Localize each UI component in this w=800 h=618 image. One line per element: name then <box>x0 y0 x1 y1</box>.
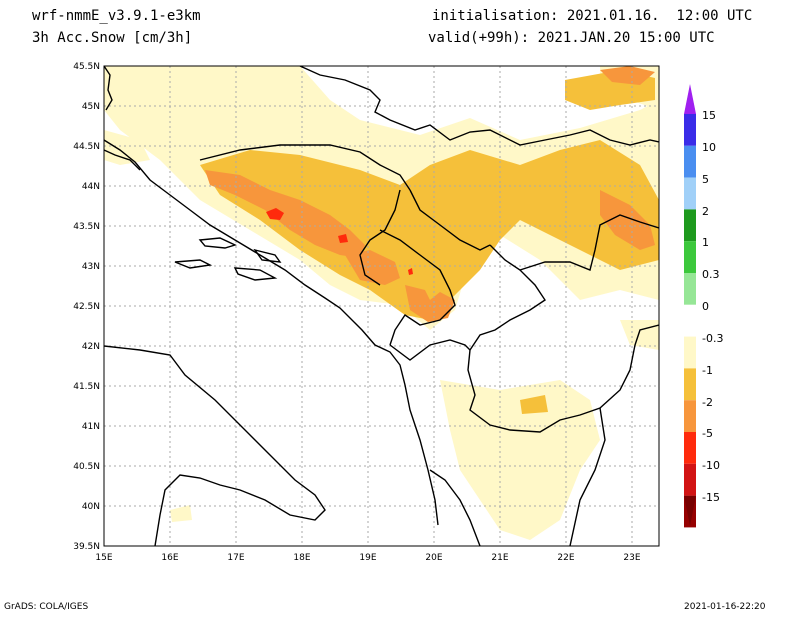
lat-label: 45.5N <box>73 62 100 72</box>
colorbar-box <box>684 432 696 464</box>
colorbar-box <box>684 177 696 210</box>
lon-label: 20E <box>425 553 442 563</box>
timestamp: 2021-01-16-22:20 <box>684 602 766 612</box>
lat-labels: 45.5N 45N 44.5N 44N 43.5N 43N 42.5N 42N … <box>73 62 100 552</box>
colorbar-box <box>684 145 696 178</box>
colorbar-box <box>684 368 696 401</box>
snow-field <box>104 66 659 540</box>
colorbar-label: 2 <box>702 205 709 218</box>
colorbar-label: -5 <box>702 427 713 440</box>
colorbar-label: -0.3 <box>702 332 723 345</box>
lon-label: 18E <box>293 553 310 563</box>
colorbar-box <box>684 336 696 369</box>
lat-label: 43N <box>82 262 100 272</box>
map-frame <box>103 65 660 547</box>
colorbar-label: -1 <box>702 364 713 377</box>
colorbar-label: 1 <box>702 236 709 249</box>
colorbar-label: 0.3 <box>702 268 720 281</box>
lon-labels: 15E 16E 17E 18E 19E 20E 21E 22E 23E <box>95 553 640 563</box>
colorbar-top-tip <box>684 84 696 114</box>
colorbar-box <box>684 114 696 146</box>
grads-credit: GrADS: COLA/IGES <box>4 602 89 612</box>
lat-label: 40N <box>82 502 100 512</box>
colorbar-box <box>684 241 696 273</box>
lon-label: 21E <box>491 553 508 563</box>
init-time: initialisation: 2021.01.16. 12:00 UTC <box>432 8 753 24</box>
snow-extreme <box>266 208 413 275</box>
colorbar-label: -10 <box>702 459 720 472</box>
lat-label: 41.5N <box>73 382 100 392</box>
colorbar-label: -15 <box>702 491 720 504</box>
model-title: wrf-nmmE_v3.9.1-e3km <box>32 8 201 24</box>
lat-label: 41N <box>82 422 100 432</box>
colorbar-box <box>684 463 696 496</box>
lat-label: 39.5N <box>73 542 100 552</box>
lon-label: 23E <box>623 553 640 563</box>
lat-label: 45N <box>82 102 100 112</box>
field-title: 3h Acc.Snow [cm/3h] <box>32 30 193 46</box>
colorbar-box <box>684 273 696 305</box>
lat-label: 43.5N <box>73 222 100 232</box>
colorbar-labels: 15 10 5 2 1 0.3 0 -0.3 -1 -2 -5 -10 -15 <box>702 109 723 504</box>
coastlines <box>104 66 439 546</box>
colorbar-label: 10 <box>702 141 716 154</box>
valid-time: valid(+99h): 2021.JAN.20 15:00 UTC <box>428 30 715 46</box>
colorbar-box <box>684 209 696 242</box>
lon-label: 17E <box>227 553 244 563</box>
lon-label: 22E <box>557 553 574 563</box>
colorbar-label: 0 <box>702 300 709 313</box>
borders <box>199 66 659 546</box>
colorbar-label: 5 <box>702 173 709 186</box>
lon-label: 15E <box>95 553 112 563</box>
snow-light <box>104 66 659 540</box>
lat-label: 42.5N <box>73 302 100 312</box>
graticule <box>104 66 659 546</box>
colorbar-label: -2 <box>702 396 713 409</box>
lat-label: 44N <box>82 182 100 192</box>
lat-label: 40.5N <box>73 462 100 472</box>
colorbar-label: 15 <box>702 109 716 122</box>
lat-label: 44.5N <box>73 142 100 152</box>
colorbar-box <box>684 400 696 432</box>
lon-label: 19E <box>359 553 376 563</box>
colorbar-bottom-tip <box>684 496 696 526</box>
colorbar-box <box>684 304 696 337</box>
lat-label: 42N <box>82 342 100 352</box>
lon-label: 16E <box>161 553 178 563</box>
colorbar-boxes <box>684 114 696 528</box>
colorbar: 15 10 5 2 1 0.3 0 -0.3 -1 -2 -5 -10 -15 <box>684 84 723 528</box>
snow-high <box>205 66 655 322</box>
